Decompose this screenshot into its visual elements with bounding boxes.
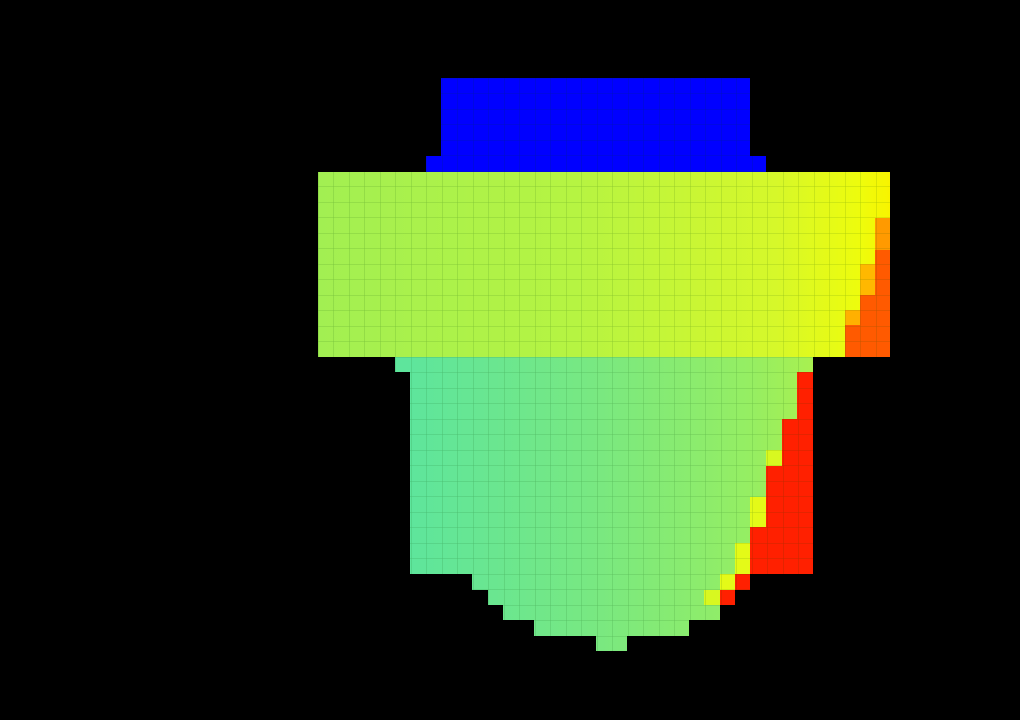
upper-block bbox=[318, 172, 890, 357]
blue-block bbox=[426, 78, 766, 172]
lower-block bbox=[395, 357, 813, 651]
